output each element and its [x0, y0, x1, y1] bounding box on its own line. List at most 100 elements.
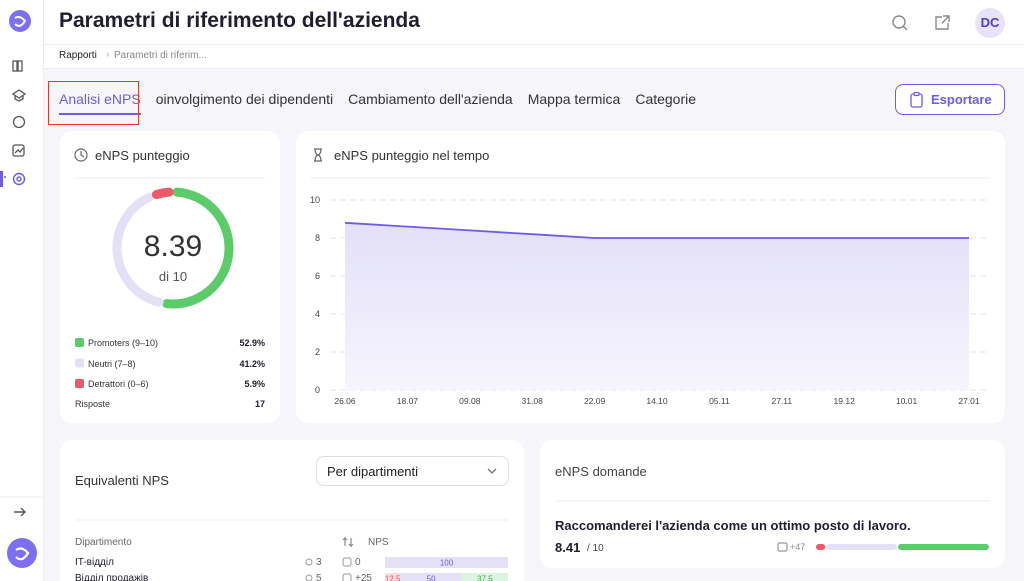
score-card	[60, 131, 280, 423]
legend-swatch	[75, 358, 84, 368]
comment-icon	[777, 542, 788, 552]
question-text: Raccomanderei l'azienda come un ottimo p…	[555, 518, 911, 533]
search-icon[interactable]	[892, 15, 906, 29]
export-button[interactable]: Esportare	[895, 84, 1005, 115]
department-name: IT-відділ	[75, 557, 114, 568]
score-value: 8.39	[143, 230, 203, 263]
sort-icon[interactable]	[342, 536, 354, 548]
x-tick-label: 09.08	[459, 396, 481, 406]
card-title: eNPS domande	[555, 464, 647, 479]
breadcrumb-item: Parametri di riferim...	[114, 50, 207, 61]
score-suffix: di 10	[158, 269, 188, 284]
tab[interactable]: oinvolgimento dei dipendenti	[155, 91, 334, 107]
responses-value: 17	[254, 399, 265, 409]
tab[interactable]: Analisi eNPS	[59, 90, 141, 115]
legend-value: 41.2%	[239, 358, 265, 369]
highlight-box	[48, 81, 139, 125]
department-name: Відділ продажів	[75, 573, 149, 581]
user-avatar[interactable]	[975, 8, 1005, 38]
nps-bar	[385, 557, 508, 568]
donut-segment	[151, 187, 174, 200]
user-initials: DC	[980, 15, 1000, 30]
people-icon	[305, 558, 313, 566]
x-tick-label: 26.06	[334, 396, 356, 406]
donut-segment	[112, 192, 164, 307]
nav-reports[interactable]	[12, 144, 25, 157]
logo[interactable]	[9, 10, 31, 32]
hourglass-icon	[314, 148, 322, 162]
breadcrumb-separator: ›	[106, 49, 110, 60]
people-icon	[305, 574, 313, 581]
legend-swatch	[75, 379, 84, 388]
responses-label: Risposte	[75, 399, 111, 409]
y-tick-label: 2	[315, 347, 320, 357]
nps-icon	[342, 557, 352, 567]
card-title: eNPS punteggio	[95, 148, 190, 163]
x-tick-label: 22.09	[584, 396, 606, 406]
department-count: 5	[316, 573, 322, 581]
nps-bar-label: 37.5	[477, 575, 493, 581]
nps-bar	[400, 573, 462, 581]
page-title: Parametri di riferimento dell'azienda	[59, 9, 420, 32]
nav-settings[interactable]	[12, 172, 26, 186]
legend-value: 52.9%	[239, 338, 265, 348]
nps-bar	[461, 573, 508, 581]
x-tick-label: 14.10	[646, 396, 668, 406]
legend-swatch	[75, 338, 84, 347]
nps-bar-label: 50	[427, 575, 436, 581]
distribution-bar	[897, 544, 989, 550]
sidebar-icons	[0, 10, 43, 568]
tab[interactable]: Cambiamento dell'azienda	[348, 91, 513, 107]
nps-bar-label: 12.5	[385, 575, 401, 581]
export-label: Esportare	[931, 92, 992, 107]
clock-icon	[74, 148, 88, 162]
column-header: Dipartimento	[75, 537, 132, 548]
header-divider	[44, 44, 1024, 45]
department-count: 3	[316, 557, 322, 568]
y-tick-label: 4	[315, 309, 320, 319]
distribution-bar	[826, 544, 897, 550]
nps-bar	[385, 573, 401, 581]
legend-value: 5.9%	[244, 379, 265, 389]
question-score: 8.41	[555, 540, 581, 555]
tab[interactable]: Mappa termica	[527, 91, 621, 107]
x-tick-label: 31.08	[522, 396, 544, 406]
y-tick-label: 8	[315, 233, 320, 243]
breadcrumb-item[interactable]: Rapporti	[59, 50, 97, 61]
tab[interactable]: Categorie	[635, 91, 697, 107]
legend-label: Detrattori (0–6)	[88, 379, 149, 389]
header-bar	[0, 0, 1024, 69]
card-title: eNPS punteggio nel tempo	[334, 148, 490, 163]
column-header: NPS	[368, 537, 389, 548]
distribution-bar	[816, 544, 826, 550]
department-dropdown[interactable]: Per dipartimenti	[316, 456, 509, 486]
area	[345, 222, 969, 390]
card-title: Equivalenti NPS	[75, 473, 169, 488]
question-scale: / 10	[587, 543, 604, 554]
y-tick-label: 6	[315, 271, 320, 281]
x-tick-label: 27.11	[771, 396, 792, 406]
sidebar	[0, 0, 44, 581]
expand-sidebar[interactable]	[14, 507, 26, 517]
x-tick-label: 18.07	[397, 396, 419, 406]
nav-feedback[interactable]	[12, 115, 26, 129]
y-tick-label: 10	[310, 195, 320, 205]
x-tick-label: 10.01	[896, 396, 918, 406]
share-icon[interactable]	[935, 15, 950, 30]
tabs: Analisi eNPS oinvolgimento dei dipendenti…	[59, 90, 696, 115]
bottom-logo[interactable]	[7, 538, 37, 568]
header-actions	[892, 8, 1005, 38]
nav-library[interactable]	[12, 60, 18, 72]
x-tick-label: 19.12	[834, 396, 856, 406]
donut-segment	[162, 187, 234, 309]
legend-label: Promoters (9–10)	[88, 338, 159, 348]
department-nps: +25	[355, 573, 372, 581]
y-tick-label: 0	[315, 385, 320, 395]
department-nps: 0	[355, 557, 361, 568]
x-tick-label: 27.01	[958, 396, 980, 406]
dropdown-label: Per dipartimenti	[327, 464, 419, 479]
nav-learning[interactable]	[11, 89, 27, 102]
line	[344, 221, 969, 239]
